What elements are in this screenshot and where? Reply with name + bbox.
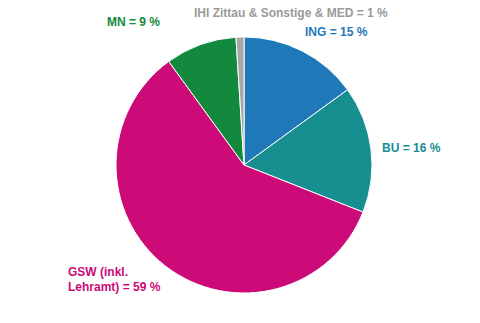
svg-text:IHI Zittau & Sonstige & MED =: IHI Zittau & Sonstige & MED = 1 % — [194, 6, 388, 20]
svg-text:ING = 15 %: ING = 15 % — [305, 25, 368, 39]
svg-text:MN = 9 %: MN = 9 % — [107, 15, 160, 29]
svg-text:GSW (inkl.Lehramt) = 59 %: GSW (inkl.Lehramt) = 59 % — [68, 265, 161, 294]
svg-text:BU = 16 %: BU = 16 % — [382, 141, 441, 155]
